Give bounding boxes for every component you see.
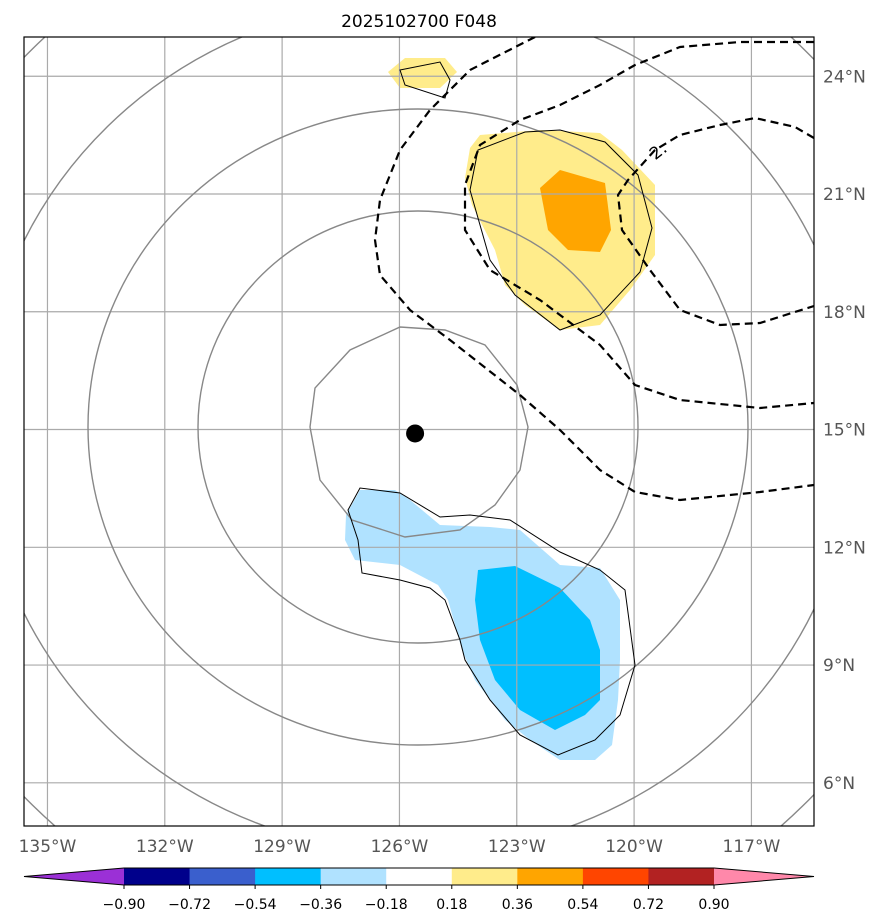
colorbar-tick-label: 0.36	[502, 897, 533, 913]
lon-tick-label: 135°W	[19, 837, 77, 857]
lat-tick-label: 9°N	[823, 656, 855, 676]
dashed-contours	[373, 37, 814, 502]
positive-anomaly-shading-orange	[540, 170, 611, 252]
thin-contour-small	[399, 61, 451, 99]
colorbar-tick-label: 0.54	[567, 897, 598, 913]
negative-anomaly-shading-blue	[475, 566, 600, 730]
gray-contour-2	[197, 210, 639, 644]
colorbar-segment	[255, 868, 322, 885]
colorbar-segment	[517, 868, 584, 885]
colorbar-extend-low	[24, 868, 124, 885]
lon-tick-label: 132°W	[136, 837, 194, 857]
gray-contour-3	[87, 108, 749, 746]
lat-tick-label: 24°N	[823, 67, 866, 87]
colorbar-segment	[189, 868, 256, 885]
colorbar-tick-labels: −0.90 −0.72 −0.54 −0.36 −0.18 0.18 0.36 0.54 0.7…	[103, 885, 730, 913]
colorbar-segment	[320, 868, 387, 885]
colorbar-tick-label: −0.36	[299, 897, 342, 913]
colorbar-segment	[386, 868, 453, 885]
colorbar-segment	[648, 868, 715, 885]
colorbar-segment	[124, 868, 191, 885]
colorbar	[23, 867, 815, 886]
lat-tick-label: 18°N	[823, 303, 866, 323]
colorbar-tick-label: −0.90	[103, 897, 146, 913]
lat-tick-label: 6°N	[823, 774, 855, 794]
longitude-tick-labels: 135°W 132°W 129°W 126°W 123°W 120°W 117°W	[19, 837, 781, 857]
dashed-contour-outer	[373, 37, 814, 502]
colorbar-segment	[582, 868, 649, 885]
lon-tick-label: 126°W	[371, 837, 429, 857]
thin-contour-south	[347, 487, 636, 756]
gray-contour-1	[309, 326, 529, 538]
thin-black-contours	[347, 61, 653, 756]
lat-tick-label: 12°N	[823, 538, 866, 558]
lon-tick-label: 129°W	[253, 837, 311, 857]
lon-tick-label: 117°W	[723, 837, 781, 857]
dashed-contour-middle	[463, 40, 814, 410]
thin-contour-north	[469, 129, 653, 331]
colorbar-extend-high	[714, 868, 814, 885]
figure-title: 2025102700 F048	[341, 12, 497, 32]
colorbar-segment	[451, 868, 518, 885]
lon-tick-label: 123°W	[488, 837, 546, 857]
lat-tick-label: 15°N	[823, 421, 866, 441]
storm-center-marker	[406, 424, 425, 443]
colorbar-tick-label: 0.90	[698, 897, 729, 913]
lon-tick-label: 120°W	[605, 837, 663, 857]
dashed-contour-inner	[616, 116, 814, 327]
colorbar-tick-label: 0.18	[436, 897, 467, 913]
colorbar-tick-label: −0.72	[168, 897, 211, 913]
latitude-tick-labels: 6°N 9°N 12°N 15°N 18°N 21°N 24°N	[823, 67, 866, 794]
colorbar-tick-label: −0.18	[365, 897, 408, 913]
colorbar-tick-label: −0.54	[234, 897, 277, 913]
map-frame	[23, 36, 815, 827]
small-positive-anomaly-shading	[388, 58, 457, 88]
colorbar-tick-label: 0.72	[633, 897, 664, 913]
lat-tick-label: 21°N	[823, 185, 866, 205]
